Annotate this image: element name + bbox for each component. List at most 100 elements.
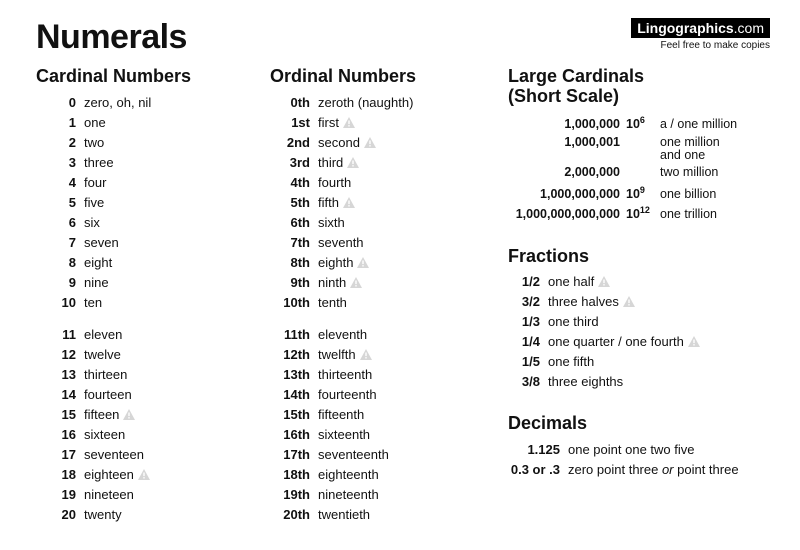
ordinal-word: fourth [318, 175, 490, 190]
cardinal-number: 0 [36, 95, 84, 110]
ordinal-word: eighteenth [318, 467, 490, 482]
ordinal-row: 15thfifteenth [270, 407, 490, 427]
ordinal-word: third [318, 155, 490, 170]
warning-icon [350, 275, 362, 290]
cardinal-number: 16 [36, 427, 84, 442]
decimal-row: 1.125one point one two five [508, 442, 770, 462]
ordinal-row: 9thninth [270, 275, 490, 295]
fraction-row: 3/2three halves [508, 294, 770, 314]
ordinal-row: 16thsixteenth [270, 427, 490, 447]
fraction-row: 1/2one half [508, 274, 770, 294]
decimals-title: Decimals [508, 414, 770, 434]
cardinal-word: nine [84, 275, 252, 290]
page-title: Numerals [36, 18, 187, 57]
ordinal-number: 6th [270, 215, 318, 230]
ordinal-word: thirteenth [318, 367, 490, 382]
fraction-value: 1/4 [508, 334, 548, 349]
cardinal-word: seventeen [84, 447, 252, 462]
ordinal-row: 11theleventh [270, 327, 490, 347]
ordinal-word: sixth [318, 215, 490, 230]
warning-icon [623, 294, 635, 309]
ordinal-row: 10thtenth [270, 295, 490, 315]
ordinal-row: 3rdthird [270, 155, 490, 175]
cardinal-row: 17seventeen [36, 447, 252, 467]
cardinal-row: 9nine [36, 275, 252, 295]
cardinal-word: two [84, 135, 252, 150]
large-cardinal-word: one millionand one [660, 136, 770, 164]
cardinal-row: 2two [36, 135, 252, 155]
warning-icon [123, 407, 135, 422]
cardinal-word: one [84, 115, 252, 130]
cardinal-row: 7seven [36, 235, 252, 255]
fraction-value: 1/5 [508, 354, 548, 369]
ordinal-word: eighth [318, 255, 490, 270]
cardinal-row: 16sixteen [36, 427, 252, 447]
cardinal-row: 14fourteen [36, 387, 252, 407]
cardinal-row: 4four [36, 175, 252, 195]
cardinal-word: nineteen [84, 487, 252, 502]
ordinal-row: 6thsixth [270, 215, 490, 235]
large-cardinal-word: one billion [660, 188, 770, 202]
ordinal-word: nineteenth [318, 487, 490, 502]
fraction-word: one quarter / one fourth [548, 334, 770, 349]
warning-icon [688, 334, 700, 349]
cardinal-number: 2 [36, 135, 84, 150]
cardinal-row: 3three [36, 155, 252, 175]
ordinal-row: 17thseventeenth [270, 447, 490, 467]
cardinal-word: six [84, 215, 252, 230]
ordinal-word: ninth [318, 275, 490, 290]
large-cardinal-row: 1,000,000,000109one billion [508, 185, 770, 205]
fraction-row: 3/8three eighths [508, 374, 770, 394]
ordinal-row: 5thfifth [270, 195, 490, 215]
ordinal-number: 1st [270, 115, 318, 130]
fraction-word: three eighths [548, 374, 770, 389]
ordinal-word: seventh [318, 235, 490, 250]
cardinal-number: 9 [36, 275, 84, 290]
ordinal-word: eleventh [318, 327, 490, 342]
cardinal-word: zero, oh, nil [84, 95, 252, 110]
cardinal-row: 0zero, oh, nil [36, 95, 252, 115]
brand-name: Lingographics [637, 20, 733, 36]
ordinal-row: 18theighteenth [270, 467, 490, 487]
cardinal-number: 19 [36, 487, 84, 502]
cardinal-number: 15 [36, 407, 84, 422]
brand-subtitle: Feel free to make copies [631, 40, 770, 51]
cardinal-word: fourteen [84, 387, 252, 402]
cardinal-number: 11 [36, 327, 84, 342]
cardinal-row: 15fifteen [36, 407, 252, 427]
cardinal-number: 6 [36, 215, 84, 230]
ordinal-number: 5th [270, 195, 318, 210]
cardinal-number: 10 [36, 295, 84, 310]
ordinal-word: fifteenth [318, 407, 490, 422]
brand: Lingographics.com Feel free to make copi… [631, 18, 770, 51]
fraction-value: 1/3 [508, 314, 548, 329]
cardinal-word: seven [84, 235, 252, 250]
large-cardinal-number: 1,000,001 [508, 135, 626, 149]
cardinal-word: twenty [84, 507, 252, 522]
ordinal-title: Ordinal Numbers [270, 67, 490, 87]
warning-icon [360, 347, 372, 362]
cardinal-word: five [84, 195, 252, 210]
ordinal-number: 20th [270, 507, 318, 522]
ordinal-row: 7thseventh [270, 235, 490, 255]
warning-icon [347, 155, 359, 170]
ordinal-word: seventeenth [318, 447, 490, 462]
ordinal-number: 11th [270, 327, 318, 342]
ordinal-word: tenth [318, 295, 490, 310]
cardinal-number: 3 [36, 155, 84, 170]
ordinal-word: twentieth [318, 507, 490, 522]
ordinal-row: 19thnineteenth [270, 487, 490, 507]
decimal-word: one point one two five [568, 442, 770, 457]
cardinal-number: 12 [36, 347, 84, 362]
ordinal-number: 16th [270, 427, 318, 442]
brand-domain: .com [734, 20, 764, 36]
cardinal-row: 20twenty [36, 507, 252, 527]
ordinal-number: 3rd [270, 155, 318, 170]
ordinal-number: 10th [270, 295, 318, 310]
fraction-value: 1/2 [508, 274, 548, 289]
decimal-value: 0.3 or .3 [508, 462, 568, 477]
ordinal-number: 9th [270, 275, 318, 290]
cardinal-number: 4 [36, 175, 84, 190]
cardinal-number: 5 [36, 195, 84, 210]
cardinal-word: twelve [84, 347, 252, 362]
